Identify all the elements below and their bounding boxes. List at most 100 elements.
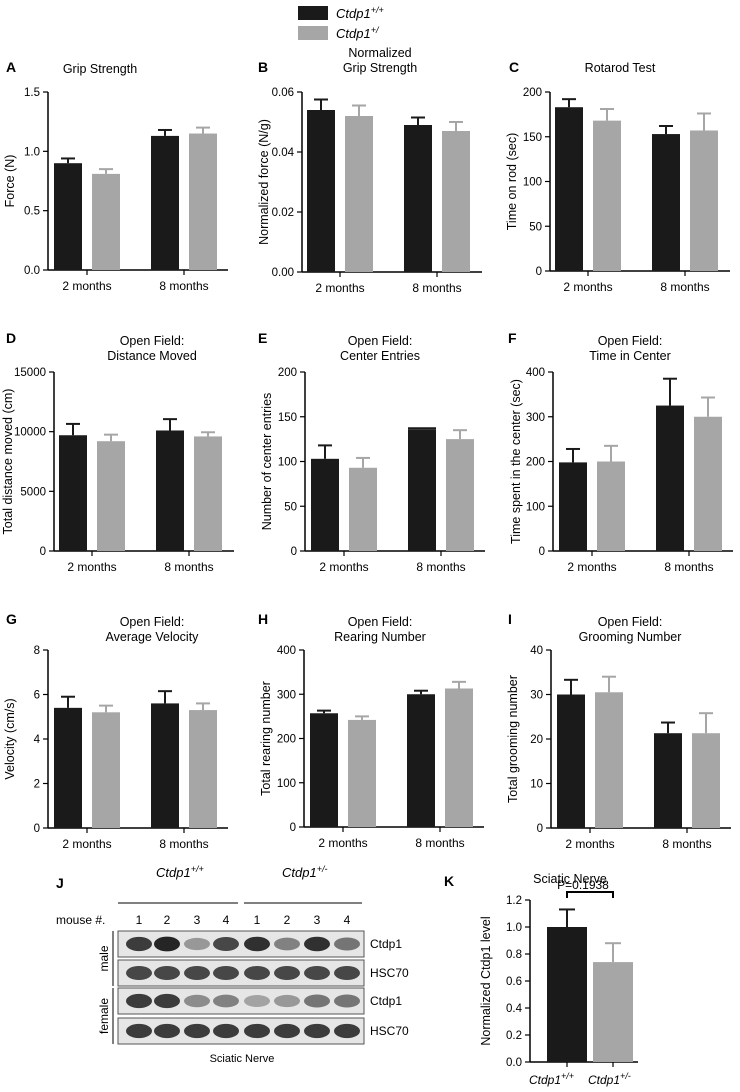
panel-h: H Open Field:Rearing Number 0 100 200 300 400 T… xyxy=(258,611,484,850)
bar xyxy=(595,692,623,828)
blot-group-label-wt: Ctdp1+/+ xyxy=(156,864,204,880)
y-tick-label: 0 xyxy=(290,822,296,834)
genotype-name: Ctdp1 xyxy=(156,865,191,880)
x-tick-label: 2 months xyxy=(319,560,368,574)
blot-band xyxy=(154,1023,180,1039)
panel-f: F Open Field:Time in Center 0 100 200 300 400T… xyxy=(508,330,733,574)
panel-i: I Open Field:Grooming Number 0 10 20 30 40 Tota… xyxy=(506,611,731,851)
panel-c: C Rotarod Test 0 50 100 150 200 Time on rod (se… xyxy=(505,59,730,294)
blot-row-label: HSC70 xyxy=(370,966,409,980)
x-tick-label: 8 months xyxy=(159,279,208,293)
panel-letter: A xyxy=(6,59,16,75)
y-tick-label: 100 xyxy=(277,778,296,790)
x-tick-label: 8 months xyxy=(415,836,464,850)
panel-title: Open Field: xyxy=(120,615,185,629)
y-tick-label: 300 xyxy=(277,689,296,701)
blot-band xyxy=(244,966,270,980)
y-tick-label: 0.2 xyxy=(506,1030,522,1042)
bar xyxy=(404,125,432,272)
lane-number: 3 xyxy=(194,913,201,927)
y-axis-label: Number of center entries xyxy=(260,393,274,531)
genotype-name: Ctdp1 xyxy=(529,1073,561,1087)
x-tick-label: 2 months xyxy=(563,280,612,294)
blot-band xyxy=(184,994,210,1008)
panel-title: Open Field: xyxy=(598,334,663,348)
bar xyxy=(408,429,436,551)
x-tick-label: 8 months xyxy=(664,560,713,574)
y-tick-label: 0.6 xyxy=(506,976,522,988)
blot-band xyxy=(213,966,239,980)
y-tick-label: 0.4 xyxy=(506,1003,523,1015)
panel-title: Sciatic Nerve xyxy=(533,872,607,886)
panel-letter: D xyxy=(6,330,16,346)
blot-band xyxy=(334,966,360,980)
legend-swatch-het xyxy=(298,26,328,40)
panel-title: Open Field: xyxy=(120,334,185,348)
y-tick-label: 0.06 xyxy=(272,87,294,99)
bar xyxy=(445,688,473,827)
blot-band xyxy=(184,937,210,951)
bar xyxy=(656,405,684,551)
blot-band xyxy=(304,1023,330,1039)
y-tick-label: 200 xyxy=(523,87,542,99)
lane-number: 4 xyxy=(223,913,230,927)
blot-band xyxy=(274,966,300,980)
x-tick-label: 8 months xyxy=(660,280,709,294)
y-tick-label: 150 xyxy=(278,412,297,424)
bar xyxy=(348,719,376,827)
blot-band xyxy=(304,936,330,952)
panel-title: Distance Moved xyxy=(107,349,197,363)
blot-band xyxy=(213,1023,239,1039)
y-tick-label: 6 xyxy=(34,690,40,702)
y-tick-label: 8 xyxy=(34,645,40,657)
lane-number: 2 xyxy=(284,913,291,927)
y-axis-label: Total grooming number xyxy=(506,675,520,803)
bar xyxy=(310,713,338,827)
blot-band xyxy=(126,1023,152,1039)
y-tick-label: 20 xyxy=(530,734,543,746)
genotype-superscript: +/- xyxy=(317,864,328,874)
y-tick-label: 40 xyxy=(530,645,543,657)
blot-band xyxy=(274,937,300,951)
y-axis-label: Time on rod (sec) xyxy=(505,133,519,230)
y-axis-label: Total rearing number xyxy=(259,681,273,796)
y-tick-label: 0.0 xyxy=(24,265,40,277)
bar xyxy=(547,927,587,1062)
panel-title: Open Field: xyxy=(598,615,663,629)
panel-title: Grip Strength xyxy=(343,61,417,75)
x-tick-label: 8 months xyxy=(159,837,208,851)
panel-letter: J xyxy=(56,875,64,891)
bar xyxy=(311,458,339,551)
panel-k: K Sciatic Nerve 0.0 0.2 0.4 0.6 0.8 1.0 1.2 Norma… xyxy=(444,872,638,1087)
panel-letter: C xyxy=(509,59,519,75)
panel-title: Grip Strength xyxy=(63,62,137,76)
bar xyxy=(446,439,474,551)
bar xyxy=(189,133,217,270)
blot-row-label: Ctdp1 xyxy=(370,994,402,1008)
bar xyxy=(189,710,217,828)
y-tick-label: 10 xyxy=(530,779,543,791)
legend-swatch-wt xyxy=(298,6,328,20)
panel-letter: E xyxy=(258,330,267,346)
mouse-number-label: mouse #. xyxy=(56,913,105,927)
x-tick-label: 8 months xyxy=(164,560,213,574)
bar xyxy=(652,134,680,271)
bar xyxy=(151,135,179,270)
y-axis-label: Normalized Ctdp1 level xyxy=(479,916,493,1045)
y-tick-label: 150 xyxy=(523,132,542,144)
blot-band xyxy=(274,994,300,1008)
bar xyxy=(694,416,722,551)
blot-band xyxy=(334,994,360,1008)
bar xyxy=(690,130,718,271)
blot-row-label: Ctdp1 xyxy=(370,937,402,951)
lane-number: 1 xyxy=(136,913,143,927)
bar xyxy=(156,430,184,551)
y-tick-label: 400 xyxy=(277,645,296,657)
blot-band xyxy=(154,936,180,952)
lane-number: 1 xyxy=(254,913,261,927)
panel-d: D Open Field:Distance Moved 0 5000 10000 1500… xyxy=(1,330,234,574)
y-tick-label: 50 xyxy=(529,221,542,233)
bar xyxy=(54,707,82,828)
